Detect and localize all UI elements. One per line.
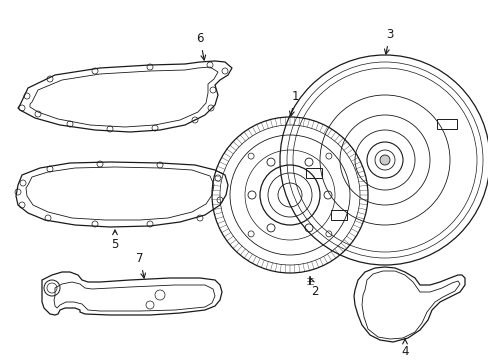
Text: 7: 7 <box>136 252 145 278</box>
Text: 3: 3 <box>384 28 393 54</box>
Text: 1: 1 <box>289 90 298 116</box>
Text: 6: 6 <box>196 32 205 60</box>
Circle shape <box>379 155 389 165</box>
Text: 5: 5 <box>111 230 119 251</box>
Text: 4: 4 <box>401 339 408 358</box>
Text: 2: 2 <box>309 278 318 298</box>
Bar <box>305 167 322 177</box>
Bar <box>436 119 456 129</box>
Bar <box>330 210 346 220</box>
